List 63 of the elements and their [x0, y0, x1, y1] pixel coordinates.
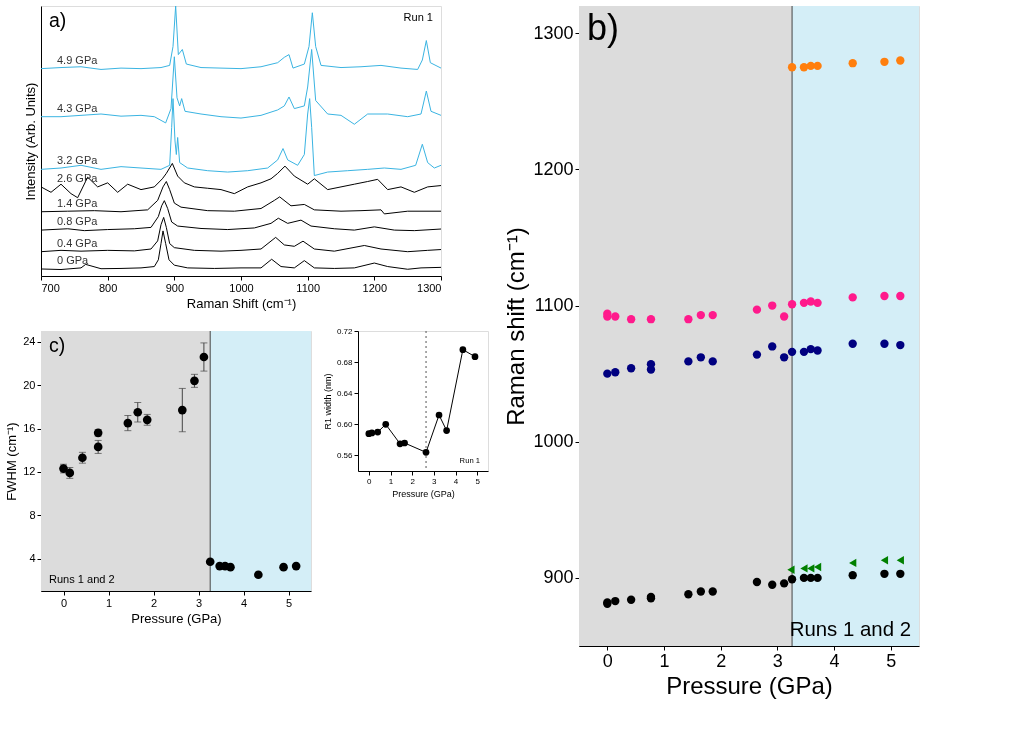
x-axis-title: Pressure (GPa) [392, 488, 455, 499]
x-tick-label: 0 [367, 476, 373, 486]
x-tick-label: 2 [716, 650, 727, 671]
series-label: 0.4 GPa [57, 236, 99, 249]
y-axis-title: Raman shift (cm⁻¹) [502, 227, 530, 426]
series-label: 1.4 GPa [57, 196, 99, 209]
x-tick-label: 1100 [296, 281, 320, 294]
x-tick-label: 3 [195, 596, 203, 609]
x-tick-label: 1 [388, 476, 394, 486]
series-label: 2.6 GPa [57, 171, 99, 184]
x-tick-label: 800 [98, 281, 118, 294]
x-tick-label: 2 [150, 596, 158, 609]
x-tick-label: 3 [772, 650, 783, 671]
y-tick-label: 1200 [533, 158, 574, 179]
x-tick-label: 900 [165, 281, 185, 294]
x-tick-label: 0 [602, 650, 613, 671]
annotation: a) [49, 9, 67, 31]
x-tick-label: 1 [659, 650, 670, 671]
y-tick-label: 24 [23, 335, 36, 348]
y-tick-label: 0.72 [336, 326, 354, 336]
series-label: 4.9 GPa [57, 53, 99, 66]
y-tick-label: 8 [29, 508, 36, 521]
x-tick-label: 5 [886, 650, 897, 671]
y-tick-label: 16 [23, 422, 36, 434]
y-tick-label: 1300 [533, 22, 574, 43]
y-axis-title: Intensity (Arb. Units) [22, 82, 38, 201]
x-tick-label: 0 [60, 596, 68, 609]
annotation: c) [49, 334, 66, 356]
annotation: b) [587, 7, 620, 48]
y-tick-label: 1100 [534, 295, 574, 316]
series-label: 0 GPa [57, 253, 90, 266]
series-label: 0.8 GPa [57, 215, 99, 228]
annotation: Runs 1 and 2 [49, 573, 115, 585]
x-tick-label: 4 [829, 650, 840, 671]
y-tick-label: 0.68 [336, 357, 354, 367]
x-tick-label: 1 [105, 596, 113, 609]
x-tick-label: 5 [285, 596, 293, 609]
x-tick-label: 1300 [417, 281, 442, 294]
y-tick-label: 4 [29, 552, 36, 564]
y-tick-label: 0.64 [336, 388, 354, 398]
y-tick-label: 20 [23, 378, 36, 391]
series-label: 3.2 GPa [57, 154, 99, 167]
x-axis-title: Raman Shift (cm⁻¹) [186, 295, 297, 311]
x-tick-label: 3 [432, 476, 438, 486]
x-tick-label: 4 [240, 596, 248, 609]
x-tick-label: 700 [41, 281, 60, 294]
y-tick-label: 0.60 [336, 419, 354, 429]
series-label: 4.3 GPa [57, 101, 99, 114]
y-axis-title: R1 width (nm) [322, 373, 333, 430]
y-tick-label: 1000 [533, 431, 574, 452]
x-tick-label: 2 [410, 476, 416, 486]
x-tick-label: 1000 [229, 281, 254, 294]
x-tick-label: 1200 [362, 281, 388, 294]
y-tick-label: 12 [23, 465, 36, 478]
annotation: Run 1 [403, 11, 433, 23]
x-tick-label: 5 [475, 476, 481, 486]
annotation: Runs 1 and 2 [789, 618, 911, 640]
x-axis-title: Pressure (GPa) [666, 671, 833, 699]
x-axis-title: Pressure (GPa) [131, 610, 222, 626]
y-tick-label: 0.56 [336, 450, 354, 460]
y-tick-label: 900 [543, 567, 574, 588]
x-tick-label: 4 [453, 476, 459, 486]
y-axis-title: FWHM (cm⁻¹) [4, 422, 20, 501]
